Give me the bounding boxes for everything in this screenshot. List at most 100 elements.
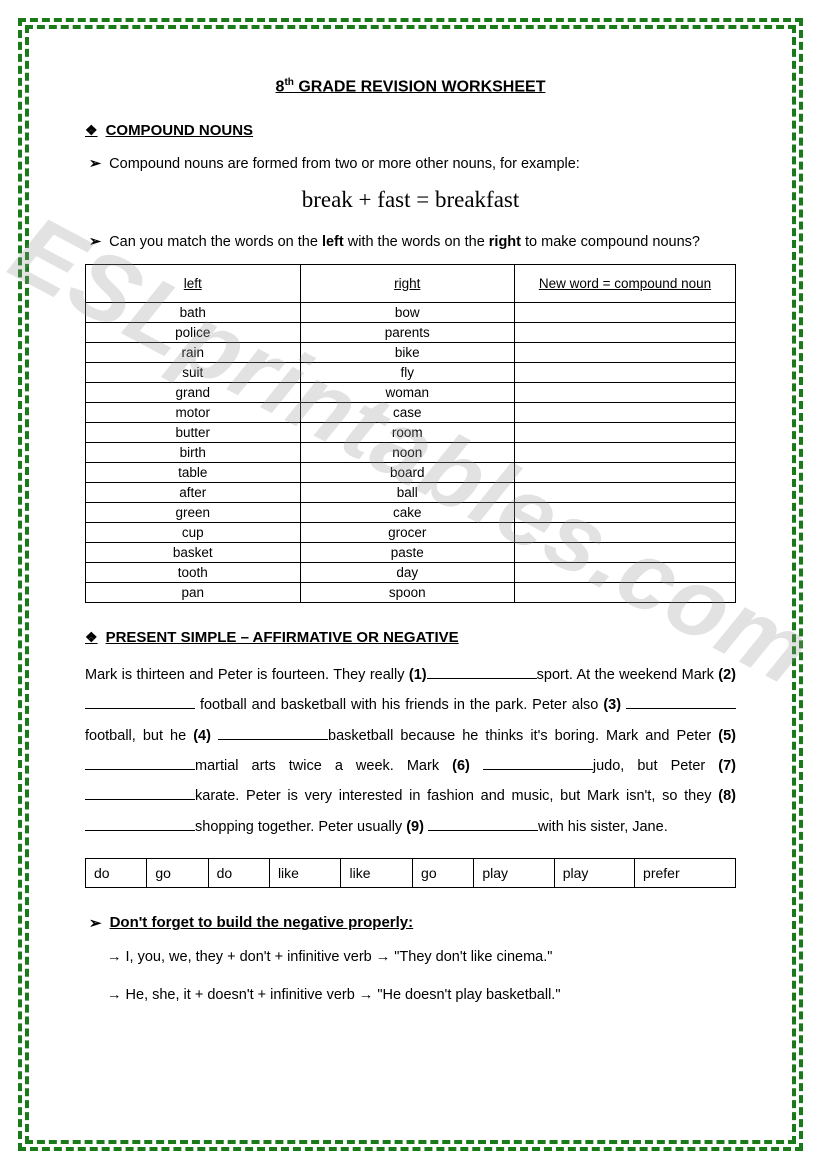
b1: (1): [409, 667, 427, 683]
cell-left: bath: [86, 302, 301, 322]
cell-answer[interactable]: [515, 422, 736, 442]
cell-right: bow: [300, 302, 515, 322]
section-compound-nouns: COMPOUND NOUNS: [85, 122, 736, 139]
cell-left: pan: [86, 582, 301, 602]
cell-answer[interactable]: [515, 542, 736, 562]
blank-2[interactable]: [85, 708, 195, 709]
cell-right: board: [300, 462, 515, 482]
cell-left: rain: [86, 342, 301, 362]
wordbank-table: dogodolikelikegoplayplayprefer: [85, 858, 736, 888]
intro-line-2: ➢ Can you match the words on the left wi…: [85, 231, 736, 254]
cell-answer[interactable]: [515, 342, 736, 362]
cell-answer[interactable]: [515, 302, 736, 322]
b8: (8): [718, 788, 736, 804]
blank-3[interactable]: [626, 708, 736, 709]
triangle-bullet-icon: ➢: [89, 231, 101, 254]
table-row: bathbow: [86, 302, 736, 322]
blank-1[interactable]: [427, 678, 537, 679]
cell-left: table: [86, 462, 301, 482]
cell-right: cake: [300, 502, 515, 522]
cell-right: grocer: [300, 522, 515, 542]
blank-5[interactable]: [85, 769, 195, 770]
p8: karate. Peter is very interested in fash…: [195, 788, 718, 804]
cell-answer[interactable]: [515, 462, 736, 482]
blank-9[interactable]: [428, 830, 538, 831]
cell-right: bike: [300, 342, 515, 362]
intro-line-1: ➢ Compound nouns are formed from two or …: [85, 153, 736, 176]
cell-left: grand: [86, 382, 301, 402]
cell-right: fly: [300, 362, 515, 382]
wordbank-cell: like: [269, 859, 341, 888]
intro2-a: Can you match the words on the: [109, 234, 322, 250]
cell-answer[interactable]: [515, 442, 736, 462]
p4: football, but he: [85, 728, 193, 744]
table-row: toothday: [86, 562, 736, 582]
negative-heading: ➢ Don't forget to build the negative pro…: [85, 914, 736, 932]
wordbank-cell: do: [208, 859, 269, 888]
cell-right: noon: [300, 442, 515, 462]
wordbank-cell: do: [86, 859, 147, 888]
b9: (9): [406, 819, 424, 835]
table-row: rainbike: [86, 342, 736, 362]
section-present-simple: PRESENT SIMPLE – AFFIRMATIVE OR NEGATIVE: [85, 629, 736, 646]
blank-8[interactable]: [85, 830, 195, 831]
col-left: left: [86, 264, 301, 302]
cell-right: ball: [300, 482, 515, 502]
p9: shopping together. Peter usually: [195, 819, 406, 835]
page-border-outer: ESLprintables.com 8th GRADE REVISION WOR…: [18, 18, 803, 1151]
negative-rule-2: → He, she, it + doesn't + infinitive ver…: [107, 984, 736, 1007]
table-row: grandwoman: [86, 382, 736, 402]
cell-answer[interactable]: [515, 562, 736, 582]
cell-left: police: [86, 322, 301, 342]
cell-answer[interactable]: [515, 322, 736, 342]
b6: (6): [452, 758, 470, 774]
table-row: butterroom: [86, 422, 736, 442]
p3: football and basketball with his friends…: [195, 697, 603, 713]
cell-answer[interactable]: [515, 522, 736, 542]
cell-right: woman: [300, 382, 515, 402]
page-title: 8th GRADE REVISION WORKSHEET: [85, 77, 736, 96]
triangle-bullet-icon: ➢: [89, 153, 101, 176]
cell-right: room: [300, 422, 515, 442]
b2: (2): [718, 667, 736, 683]
cell-left: motor: [86, 402, 301, 422]
cell-left: basket: [86, 542, 301, 562]
cell-answer[interactable]: [515, 502, 736, 522]
title-sup: th: [284, 77, 293, 88]
table-row: birthnoon: [86, 442, 736, 462]
wordbank-row: dogodolikelikegoplayplayprefer: [86, 859, 736, 888]
blank-6[interactable]: [483, 769, 593, 770]
table-row: cupgrocer: [86, 522, 736, 542]
compound-table: left right New word = compound noun bath…: [85, 264, 736, 603]
table-row: tableboard: [86, 462, 736, 482]
cell-left: green: [86, 502, 301, 522]
cell-answer[interactable]: [515, 402, 736, 422]
col-right: right: [300, 264, 515, 302]
wordbank-cell: go: [147, 859, 208, 888]
cell-left: tooth: [86, 562, 301, 582]
blank-4[interactable]: [218, 739, 328, 740]
intro2-text: Can you match the words on the left with…: [109, 231, 736, 254]
cell-right: case: [300, 402, 515, 422]
table-row: panspoon: [86, 582, 736, 602]
cell-left: after: [86, 482, 301, 502]
cell-right: paste: [300, 542, 515, 562]
fill-paragraph: Mark is thirteen and Peter is fourteen. …: [85, 660, 736, 843]
p2: sport. At the weekend Mark: [537, 667, 719, 683]
b3: (3): [603, 697, 621, 713]
intro2-d: right: [489, 234, 521, 250]
cell-answer[interactable]: [515, 362, 736, 382]
table-row: suitfly: [86, 362, 736, 382]
table-row: greencake: [86, 502, 736, 522]
cell-answer[interactable]: [515, 482, 736, 502]
cell-answer[interactable]: [515, 582, 736, 602]
intro2-c: with the words on the: [344, 234, 489, 250]
neg-head-text: Don't forget to build the negative prope…: [110, 914, 414, 932]
wordbank-cell: go: [413, 859, 474, 888]
wordbank-cell: like: [341, 859, 413, 888]
cell-answer[interactable]: [515, 382, 736, 402]
intro2-e: to make compound nouns?: [521, 234, 700, 250]
triangle-bullet-icon: ➢: [89, 914, 102, 932]
cell-right: day: [300, 562, 515, 582]
blank-7[interactable]: [85, 799, 195, 800]
